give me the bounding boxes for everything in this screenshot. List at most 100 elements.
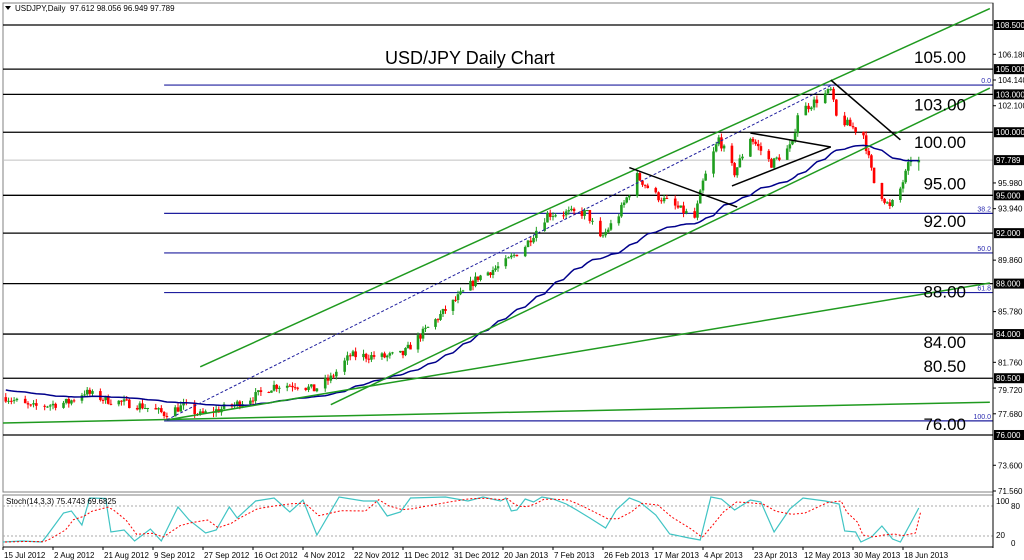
trendline-pattern[interactable] xyxy=(731,146,832,187)
candle xyxy=(829,86,833,92)
x-tick-label: 11 Dec 2012 xyxy=(404,551,449,560)
axis-level-box: 88.000 xyxy=(994,278,1024,289)
candle-body xyxy=(767,150,771,160)
moving-average-line xyxy=(5,144,919,407)
trendline-fib-diagonal[interactable] xyxy=(166,85,832,421)
candle xyxy=(251,397,255,405)
candle xyxy=(679,205,683,209)
candle-body xyxy=(796,115,800,134)
candle xyxy=(835,99,838,117)
candle-body xyxy=(249,400,252,405)
candle-body xyxy=(564,211,568,216)
x-tick-label: 20 Jan 2013 xyxy=(504,551,549,560)
candle xyxy=(628,194,631,201)
candle-body xyxy=(885,202,889,204)
candle-body xyxy=(606,229,610,232)
candle xyxy=(843,111,846,127)
candle-body xyxy=(222,404,226,409)
candle-body xyxy=(46,406,49,408)
y-tick-label: 85.780 xyxy=(998,308,1023,317)
axis-level-box-bg xyxy=(994,373,1024,384)
candle-body xyxy=(310,384,313,387)
candle xyxy=(562,211,565,220)
candle xyxy=(888,199,892,210)
triangle-down-icon[interactable] xyxy=(5,6,11,10)
candle-body xyxy=(54,403,57,408)
candle-body xyxy=(554,215,557,217)
candle xyxy=(370,351,373,363)
candle-body xyxy=(759,146,763,151)
candle-body xyxy=(348,355,352,357)
trendlines[interactable] xyxy=(0,7,991,424)
trendline-pattern[interactable] xyxy=(830,79,901,141)
candle xyxy=(532,234,535,244)
trendline-pattern[interactable] xyxy=(750,132,831,148)
candle-body xyxy=(451,299,455,311)
candle xyxy=(901,179,905,193)
candle xyxy=(529,236,533,247)
y-tick-label: 89.860 xyxy=(998,256,1023,265)
candle-body xyxy=(323,378,327,389)
trendline-channel-lower[interactable] xyxy=(330,87,991,406)
candle xyxy=(385,354,389,362)
trendline-pattern[interactable] xyxy=(629,166,738,208)
candle xyxy=(646,183,650,189)
x-tick-label: 18 Jun 2013 xyxy=(904,551,949,560)
price-panel[interactable]: 0.0 38.2 50.0 61.8 100.0 105.00 103.00 100.00 9… xyxy=(0,2,994,493)
trendline-channel-upper[interactable] xyxy=(199,7,991,368)
candle-body xyxy=(10,400,13,402)
candle xyxy=(256,390,260,396)
candle-body xyxy=(471,280,475,287)
candle xyxy=(72,398,76,403)
candle xyxy=(885,201,889,204)
time-axis[interactable]: 15 Jul 2012 2 Aug 2012 21 Aug 2012 9 Sep 20… xyxy=(2,546,993,560)
candle xyxy=(717,134,721,147)
candle xyxy=(354,347,357,361)
candle-body xyxy=(601,235,605,237)
candle xyxy=(883,197,886,205)
candle xyxy=(770,157,773,168)
candle-body xyxy=(810,107,813,110)
trendline-support[interactable] xyxy=(166,282,990,421)
candle-body xyxy=(399,350,402,353)
trendline-support[interactable] xyxy=(0,401,990,424)
candle-body xyxy=(146,407,150,409)
candle xyxy=(62,400,65,409)
candle xyxy=(872,167,876,184)
candle-body xyxy=(635,173,639,196)
candle-body xyxy=(198,411,202,415)
candle-body xyxy=(23,398,27,404)
candle-body xyxy=(826,89,830,94)
axis-level-box: 105.000 xyxy=(994,64,1024,75)
candle-body xyxy=(179,405,183,412)
candle xyxy=(329,372,333,384)
candle-body xyxy=(406,344,410,349)
y-tick-label: 95.980 xyxy=(998,179,1023,188)
candle-body xyxy=(62,402,65,408)
candle xyxy=(404,347,407,357)
x-tick-label: 26 Feb 2013 xyxy=(604,551,649,560)
candle-body xyxy=(504,258,508,267)
candle xyxy=(471,279,475,291)
candle xyxy=(326,374,330,385)
candle xyxy=(682,201,685,218)
axis-level-label: 80.500 xyxy=(996,374,1021,383)
axis-level-box-bg xyxy=(994,64,1024,75)
candle-body xyxy=(176,407,180,412)
candle xyxy=(310,384,313,389)
candle xyxy=(362,349,365,361)
fibonacci-retracement[interactable]: 0.0 38.2 50.0 61.8 100.0 xyxy=(164,78,993,422)
candle xyxy=(416,332,420,353)
candle xyxy=(424,324,427,333)
candle xyxy=(117,400,121,407)
candle xyxy=(730,143,734,166)
axis-level-label: 88.000 xyxy=(996,280,1021,289)
candle-body xyxy=(835,99,838,116)
price-axis[interactable]: 108.500 105.000 103.000 100.000 95.000 92.000… xyxy=(992,3,1024,548)
candle xyxy=(585,209,589,212)
candle xyxy=(662,194,666,204)
candle xyxy=(154,403,158,410)
candle-body xyxy=(362,353,365,358)
